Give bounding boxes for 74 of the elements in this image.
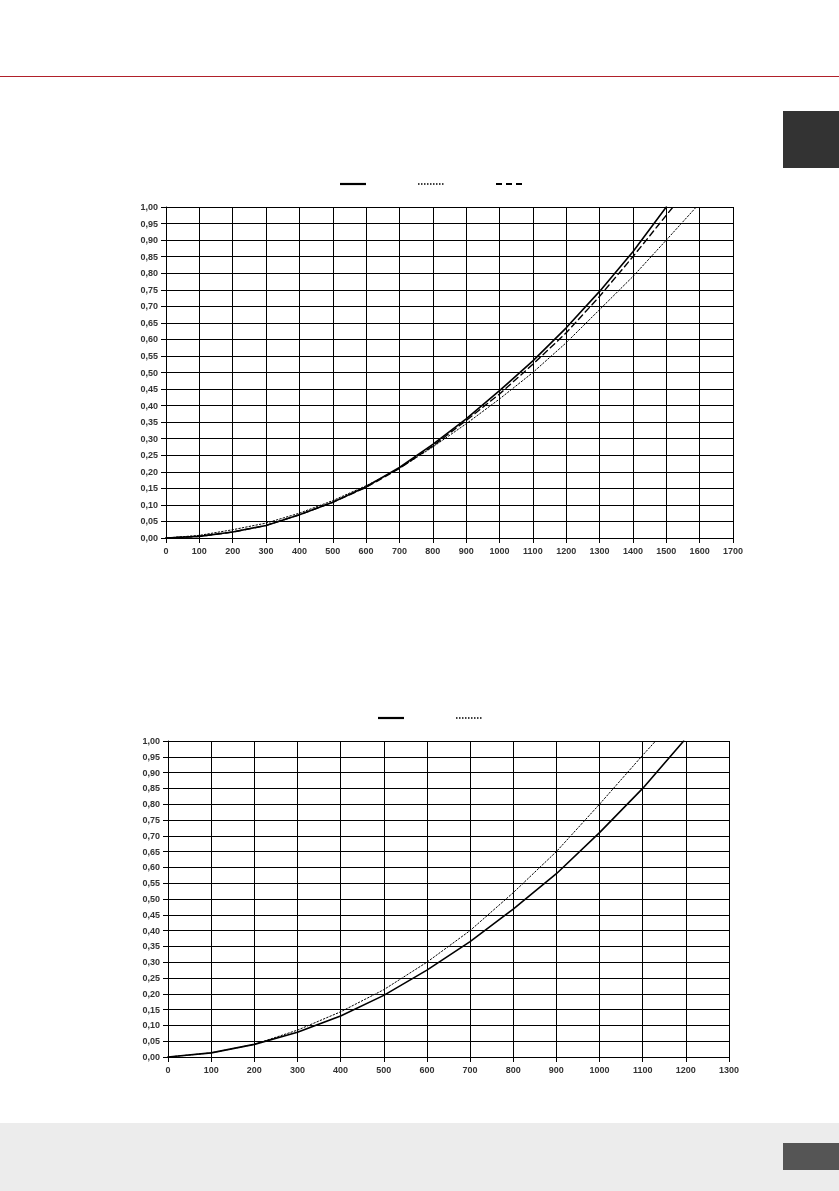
x-tick-label: 300 (258, 545, 274, 556)
y-tick-label: 0,40 (142, 925, 160, 936)
x-tick-label: 500 (376, 1064, 392, 1075)
x-tick-label: 1200 (556, 545, 577, 556)
y-tick-label: 0,75 (142, 815, 160, 825)
y-tick-label: 1,00 (140, 202, 158, 212)
x-tick-label: 1500 (656, 545, 677, 556)
x-tick-label: 400 (333, 1064, 349, 1075)
y-tick-label: 0,35 (142, 941, 160, 952)
x-tick-label: 1000 (489, 545, 510, 556)
y-tick-label: 0,45 (142, 909, 160, 920)
y-tick-label: 0,40 (140, 400, 158, 411)
x-tick-label: 100 (191, 545, 207, 556)
y-tick-label: 0,15 (142, 1004, 160, 1015)
x-tick-label: 500 (325, 545, 341, 556)
x-tick-label: 1100 (523, 545, 543, 556)
y-tick-label: 0,90 (142, 767, 160, 778)
y-tick-label: 0,65 (142, 846, 160, 857)
y-tick-label: 0,60 (142, 862, 160, 873)
y-tick-label: 0,20 (142, 988, 160, 999)
y-tick-label: 0,70 (140, 301, 158, 312)
y-tick-label: 0,60 (140, 334, 158, 345)
y-tick-label: 0,05 (142, 1036, 160, 1047)
y-tick-label: 0,75 (140, 284, 158, 295)
x-tick-label: 100 (203, 1064, 219, 1075)
y-tick-label: 0,55 (140, 350, 158, 361)
y-tick-label: 0,00 (142, 1052, 160, 1062)
y-tick-label: 0,25 (142, 973, 160, 983)
x-tick-label: 800 (505, 1064, 521, 1075)
y-tick-label: 0,30 (142, 957, 160, 968)
x-tick-label: 1300 (589, 545, 610, 556)
x-tick-label: 800 (425, 545, 441, 556)
x-tick-label: 1200 (675, 1064, 696, 1075)
x-tick-label: 600 (419, 1064, 435, 1075)
x-tick-label: 300 (289, 1064, 305, 1075)
y-tick-label: 0,30 (140, 433, 158, 444)
y-tick-label: 0,90 (140, 235, 158, 246)
y-tick-label: 0,20 (140, 466, 158, 477)
x-tick-label: 1300 (718, 1064, 739, 1075)
x-tick-label: 900 (548, 1064, 564, 1075)
x-tick-label: 700 (391, 545, 407, 556)
y-tick-label: 0,50 (142, 894, 160, 904)
y-tick-label: 0,15 (140, 483, 158, 494)
x-tick-label: 200 (246, 1064, 262, 1075)
x-tick-label: 1700 (722, 545, 743, 556)
x-tick-label: 1400 (622, 545, 643, 556)
y-tick-label: 0,80 (142, 799, 160, 810)
x-tick-label: 1600 (689, 545, 710, 556)
y-tick-label: 0,80 (140, 268, 158, 279)
x-tick-label: 1000 (589, 1064, 610, 1075)
x-tick-label: 900 (458, 545, 474, 556)
y-tick-label: 0,95 (140, 218, 158, 229)
y-tick-label: 0,10 (142, 1020, 160, 1031)
x-tick-label: 400 (291, 545, 307, 556)
y-tick-label: 0,95 (142, 751, 160, 762)
y-tick-label: 0,00 (140, 533, 158, 543)
y-tick-label: 0,45 (140, 384, 158, 395)
x-tick-label: 0 (165, 1064, 171, 1075)
y-tick-label: 0,05 (140, 516, 158, 527)
y-tick-label: 0,50 (140, 367, 158, 378)
y-tick-label: 0,65 (140, 317, 158, 328)
x-tick-label: 0 (163, 545, 169, 556)
y-tick-label: 0,55 (142, 878, 160, 889)
x-tick-label: 200 (225, 545, 241, 556)
x-tick-label: 700 (462, 1064, 478, 1075)
y-tick-label: 0,25 (140, 450, 158, 461)
y-tick-label: 1,00 (142, 736, 160, 746)
y-tick-label: 0,85 (142, 783, 160, 794)
x-tick-label: 1100 (632, 1064, 653, 1075)
y-tick-label: 0,85 (140, 251, 158, 262)
x-tick-label: 600 (358, 545, 374, 556)
y-tick-label: 0,70 (142, 830, 160, 841)
y-tick-label: 0,10 (140, 499, 158, 510)
y-tick-label: 0,35 (140, 417, 158, 428)
